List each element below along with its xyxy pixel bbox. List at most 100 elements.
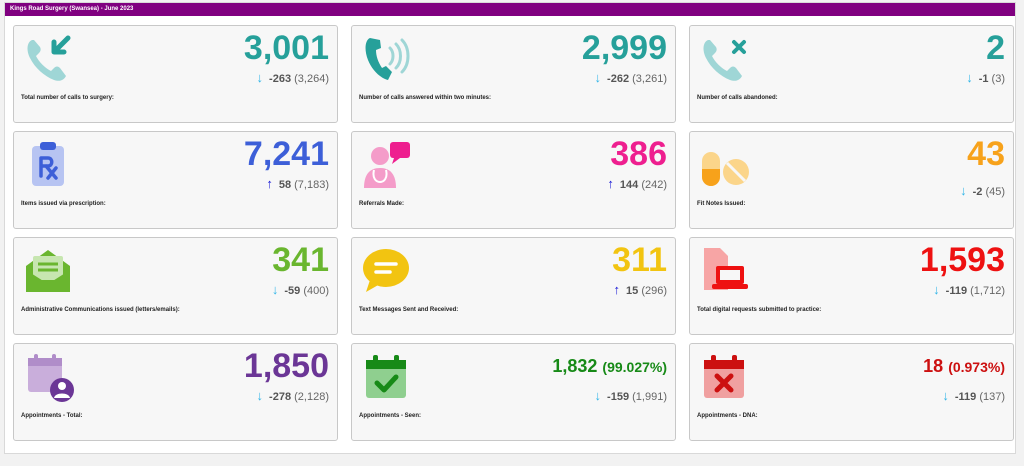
- tile-fit-notes: 43 ↓ -2 (45) Fit Notes Issued:: [689, 131, 1014, 229]
- previous-value: (7,183): [294, 179, 329, 191]
- previous-value: (3): [991, 73, 1005, 85]
- previous-value: (45): [985, 186, 1005, 198]
- appointments-seen-label: Appointments - Seen:: [359, 413, 422, 419]
- referrals-label: Referrals Made:: [359, 201, 405, 207]
- tile-prescriptions: 7,241 ↑ 58 (7,183) Items issued via presc…: [13, 131, 338, 229]
- appointments-total-label: Appointments - Total:: [21, 413, 83, 419]
- referrals-value: 386: [610, 135, 667, 173]
- calls-abandoned-value: 2: [986, 29, 1005, 67]
- tile-appointments-seen: 1,832 (99.027%) ↓ -159 (1,991) Appointmen…: [351, 343, 676, 441]
- previous-value: (1,991): [632, 391, 667, 403]
- change-value: -2: [972, 186, 983, 198]
- up-arrow-icon: ↑: [266, 176, 273, 191]
- calls-answered-value: 2,999: [581, 29, 667, 67]
- previous-value: (137): [979, 391, 1005, 403]
- phone-incoming-icon: [27, 35, 71, 81]
- previous-value: (242): [641, 179, 667, 191]
- tile-calls-total: 3,001 ↓ -263 (3,264) Total number of call…: [13, 25, 338, 123]
- change-value: -119: [954, 391, 977, 403]
- tile-appointments-total: 1,850 ↓ -278 (2,128) Appointments - Total…: [13, 343, 338, 441]
- digital-requests-label: Total digital requests submitted to prac…: [697, 307, 822, 313]
- appointments-dna-label: Appointments - DNA:: [697, 413, 758, 419]
- calendar-user-icon: [28, 354, 74, 402]
- previous-value: (3,264): [294, 73, 329, 85]
- down-arrow-icon: ↓: [594, 388, 602, 403]
- appointments-seen-change: ↓ -159 (1,991): [595, 388, 667, 403]
- previous-value: (2,128): [294, 391, 329, 403]
- appointments-seen-value: 1,832 (99.027%): [552, 354, 667, 379]
- digital-requests-value: 1,593: [919, 241, 1005, 279]
- calendar-cross-icon: [704, 355, 744, 398]
- change-value: 15: [626, 285, 639, 297]
- previous-value: (1,712): [970, 285, 1005, 297]
- text-messages-value: 311: [612, 241, 667, 279]
- calls-total-value: 3,001: [243, 29, 329, 67]
- fit-notes-label: Fit Notes Issued:: [697, 201, 746, 207]
- fit-notes-value: 43: [967, 135, 1005, 173]
- dna-count: 18: [923, 356, 944, 376]
- down-arrow-icon: ↓: [594, 70, 602, 85]
- down-arrow-icon: ↓: [933, 282, 940, 297]
- doctor-chat-icon: [364, 142, 410, 188]
- speech-bubble-icon: [363, 249, 409, 292]
- appointments-total-change: ↓ -278 (2,128): [257, 388, 329, 403]
- phone-ringing-icon: [365, 38, 410, 80]
- tile-calls-answered: 2,999 ↓ -262 (3,261) Number of calls answ…: [351, 25, 676, 123]
- previous-value: (400): [303, 285, 329, 297]
- up-arrow-icon: ↑: [607, 176, 614, 191]
- seen-percentage: (99.027%): [602, 359, 667, 375]
- change-value: -263: [269, 73, 292, 85]
- text-messages-change: ↑ 15 (296): [614, 282, 668, 297]
- tile-referrals: 386 ↑ 144 (242) Referrals Made:: [351, 131, 676, 229]
- previous-value: (296): [641, 285, 667, 297]
- change-value: -59: [284, 285, 301, 297]
- down-arrow-icon: ↓: [256, 70, 264, 85]
- pills-icon: [702, 152, 749, 186]
- laptop-document-icon: [704, 248, 748, 290]
- admin-comms-change: ↓ -59 (400): [272, 282, 329, 297]
- dna-percentage: (0.973%): [948, 359, 1005, 375]
- dashboard-frame: Kings Road Surgery (Swansea) - June 2023…: [4, 2, 1016, 454]
- prescriptions-change: ↑ 58 (7,183): [266, 176, 329, 191]
- appointments-dna-value: 18 (0.973%): [923, 354, 1005, 379]
- previous-value: (3,261): [632, 73, 667, 85]
- calls-abandoned-change: ↓ -1 (3): [966, 70, 1005, 85]
- phone-missed-icon: [703, 40, 746, 81]
- down-arrow-icon: ↓: [271, 282, 279, 297]
- down-arrow-icon: ↓: [256, 388, 264, 403]
- calls-answered-change: ↓ -262 (3,261): [595, 70, 667, 85]
- tile-digital-requests: 1,593 ↓ -119 (1,712) Total digital reques…: [689, 237, 1014, 335]
- change-value: -159: [607, 391, 630, 403]
- prescription-icon: [32, 142, 64, 186]
- seen-count: 1,832: [552, 356, 598, 376]
- admin-comms-label: Administrative Communications issued (le…: [21, 307, 180, 313]
- change-value: -278: [269, 391, 292, 403]
- down-arrow-icon: ↓: [942, 388, 949, 403]
- referrals-change: ↑ 144 (242): [607, 176, 667, 191]
- calls-abandoned-label: Number of calls abandoned:: [697, 95, 778, 101]
- change-value: 58: [278, 179, 292, 191]
- appointments-dna-change: ↓ -119 (137): [942, 388, 1005, 403]
- prescriptions-label: Items issued via prescription:: [21, 201, 106, 207]
- tile-text-messages: 311 ↑ 15 (296) Text Messages Sent and Rec…: [351, 237, 676, 335]
- change-value: -1: [978, 73, 989, 85]
- calls-total-label: Total number of calls to surgery:: [21, 95, 114, 101]
- report-title: Kings Road Surgery (Swansea) - June 2023: [5, 3, 1015, 16]
- tile-calls-abandoned: 2 ↓ -1 (3) Number of calls abandoned:: [689, 25, 1014, 123]
- prescriptions-value: 7,241: [243, 135, 329, 173]
- text-messages-label: Text Messages Sent and Received:: [359, 307, 459, 313]
- down-arrow-icon: ↓: [966, 70, 973, 85]
- change-value: -262: [607, 73, 630, 85]
- appointments-total-value: 1,850: [243, 347, 329, 385]
- tile-admin-comms: 341 ↓ -59 (400) Administrative Communicat…: [13, 237, 338, 335]
- change-value: 144: [619, 179, 639, 191]
- up-arrow-icon: ↑: [613, 282, 621, 297]
- fit-notes-change: ↓ -2 (45): [960, 183, 1005, 198]
- calls-answered-label: Number of calls answered within two minu…: [359, 95, 492, 101]
- envelope-letter-icon: [26, 250, 70, 292]
- calendar-check-icon: [366, 355, 406, 398]
- digital-requests-change: ↓ -119 (1,712): [933, 282, 1005, 297]
- change-value: -119: [945, 285, 968, 297]
- admin-comms-value: 341: [272, 241, 329, 279]
- calls-total-change: ↓ -263 (3,264): [257, 70, 329, 85]
